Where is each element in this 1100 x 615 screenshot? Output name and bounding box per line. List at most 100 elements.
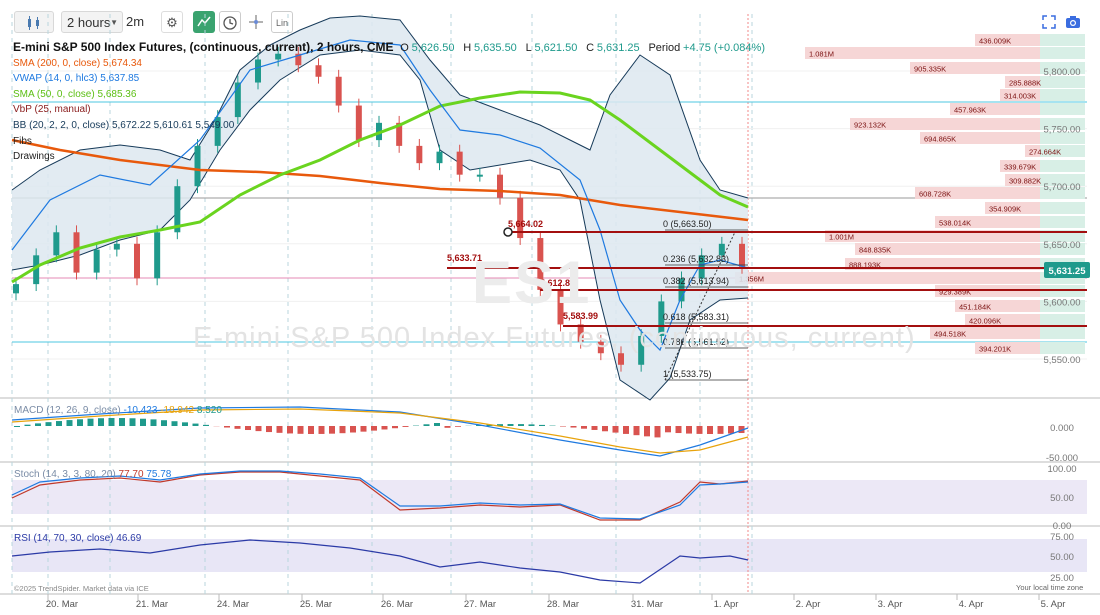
vbp-label: 436.009K <box>979 37 1011 46</box>
candle-body <box>53 232 60 256</box>
legend-label: SMA (200, 0, close) <box>13 57 101 69</box>
current-price-label: 5,631.25 <box>1049 266 1087 277</box>
fib-label: 0.236 (5,632.83) <box>663 254 729 264</box>
clock-icon[interactable] <box>219 11 241 33</box>
candlestick-icon[interactable] <box>14 11 54 33</box>
scale-toggle[interactable]: Lin <box>271 11 293 33</box>
macd-histogram-bar <box>87 418 94 426</box>
legend-sma200[interactable]: SMA (200, 0, close) 5,674.34 <box>13 56 765 72</box>
camera-icon[interactable] <box>1062 11 1084 33</box>
macd-value-2: -18.942 <box>160 405 195 416</box>
vbp-bar-up <box>1040 132 1085 144</box>
macd-histogram-bar <box>686 426 692 434</box>
macd-histogram-bar <box>329 426 335 434</box>
legend-bb[interactable]: BB (20, 2, 2, 0, close) 5,672.22 5,610.6… <box>13 118 765 134</box>
fib-label: 0.382 (5,613.94) <box>663 276 729 286</box>
macd-histogram-bar <box>119 418 125 426</box>
vbp-label: 1.081M <box>809 50 834 59</box>
stoch-tick-label: 50.00 <box>1050 493 1074 504</box>
vbp-label: 905.335K <box>914 65 946 74</box>
stoch-band <box>12 480 1087 514</box>
x-axis-label: 2. Apr <box>796 599 821 610</box>
x-axis-label: 1. Apr <box>714 599 739 610</box>
expand-icon[interactable] <box>1038 11 1060 33</box>
stoch-value-2: 75.78 <box>146 469 172 480</box>
rsi-line <box>11 539 749 584</box>
macd-histogram-bar <box>224 426 230 428</box>
candle-body <box>638 335 645 365</box>
trend-icon[interactable] <box>193 11 215 33</box>
macd-histogram-bar <box>318 426 325 434</box>
x-axis-label: 20. Mar <box>46 599 78 610</box>
bollinger-band-fill <box>12 16 748 400</box>
candle-body <box>537 238 544 290</box>
legend-fibs[interactable]: Fibs <box>13 134 765 150</box>
vbp-bar <box>850 118 1085 130</box>
macd-histogram-bar <box>350 426 356 433</box>
macd-histogram-bar <box>654 426 661 438</box>
timeframe-select[interactable]: 2 hours ▼ <box>61 11 123 33</box>
macd-histogram-bar <box>171 421 178 426</box>
rsi-band <box>12 539 1087 572</box>
current-price-tag <box>1044 262 1090 278</box>
macd-histogram-bar <box>129 418 136 426</box>
candle-body <box>134 243 140 279</box>
macd-histogram-bar <box>644 426 650 437</box>
stoch-legend[interactable]: Stoch (14, 3, 3, 80, 20) 77.70 75.78 <box>14 469 171 480</box>
x-axis-label: 25. Mar <box>300 599 332 610</box>
timeframe-secondary[interactable]: 2m <box>125 14 145 29</box>
rsi-label: RSI (14, 70, 30, close) <box>14 533 114 544</box>
vbp-bar-up <box>1040 118 1085 130</box>
crosshair-icon[interactable] <box>245 11 267 33</box>
candle-body <box>577 324 584 342</box>
timeframe-label: 2 hours <box>67 15 111 30</box>
candle-body <box>234 82 241 118</box>
legend-vbp[interactable]: VbP (25, manual) <box>13 102 765 118</box>
candle-body <box>275 53 282 60</box>
macd-histogram-bar <box>161 420 167 426</box>
rsi-legend[interactable]: RSI (14, 70, 30, close) 46.69 <box>14 533 141 544</box>
legend-value: 5,685.36 <box>97 88 137 100</box>
x-axis-label: 5. Apr <box>1041 599 1066 610</box>
candle-body <box>355 105 362 141</box>
vbp-label: 309.882K <box>1009 177 1041 186</box>
period-value: +4.75 (+0.084%) <box>683 42 765 54</box>
period-label: Period <box>648 42 681 54</box>
macd-histogram-bar <box>392 426 398 429</box>
vbp-label: 274.664K <box>1029 148 1061 157</box>
gear-icon[interactable]: ⚙ <box>161 11 183 33</box>
credit-text: ©2025 TrendSpider. Market data via ICE <box>14 584 149 593</box>
macd-value-1: -10.423 <box>123 405 158 416</box>
timezone-label[interactable]: Your local time zone <box>1016 583 1084 592</box>
vbp-bar-up <box>1040 342 1085 354</box>
vbp-label: 888.193K <box>849 261 881 270</box>
vbp-bar-up <box>1040 327 1085 339</box>
vbp-label: 494.518K <box>934 330 966 339</box>
sma200-line <box>11 138 749 222</box>
legend-sma50[interactable]: SMA (50, 0, close) 5,685.36 <box>13 87 765 103</box>
vbp-bar-up <box>1040 47 1085 59</box>
vbp-label: 354.909K <box>989 205 1021 214</box>
x-axis-label: 21. Mar <box>136 599 168 610</box>
macd-tick-label: 0.000 <box>1050 423 1074 434</box>
macd-histogram-bar <box>14 426 20 427</box>
macd-histogram-bar <box>266 426 272 433</box>
macd-histogram-bar <box>45 422 52 426</box>
macd-legend[interactable]: MACD (12, 26, 9, close) -10.423 -18.942 … <box>14 405 222 416</box>
close-label: C <box>586 42 595 54</box>
candle-body <box>396 122 403 146</box>
macd-histogram-bar <box>77 419 83 426</box>
vbp-bar-up <box>1040 103 1085 115</box>
candle-body <box>93 249 100 273</box>
macd-label: MACD (12, 26, 9, close) <box>14 405 121 416</box>
stoch-tick-label: 0.00 <box>1053 521 1072 532</box>
legend-drawings[interactable]: Drawings <box>13 149 765 165</box>
legend-vwap[interactable]: VWAP (14, 0, hlc3) 5,637.85 <box>13 71 765 87</box>
macd-histogram-bar <box>675 426 682 434</box>
vbp-bar-up <box>1040 314 1085 326</box>
macd-histogram-bar <box>602 426 608 432</box>
price-tick-label: 5,600.00 <box>1044 297 1081 308</box>
candle-body <box>517 197 524 239</box>
bollinger-lower <box>11 49 749 401</box>
